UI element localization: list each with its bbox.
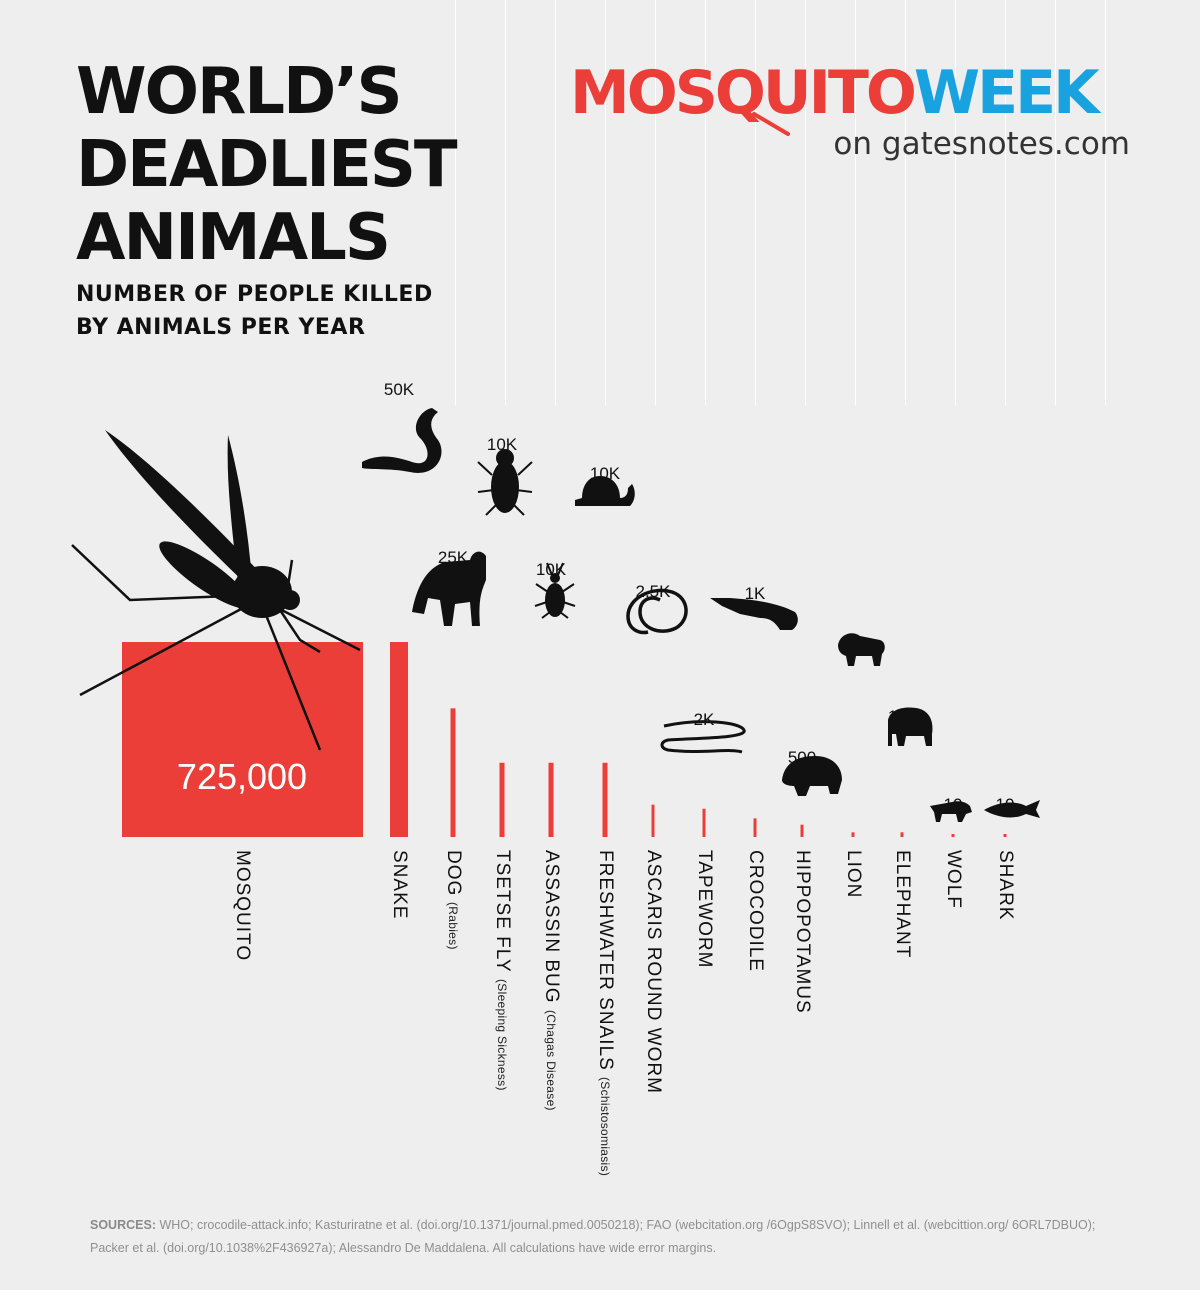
crocodile-icon (710, 598, 798, 630)
wolf-icon (930, 801, 972, 822)
dog-icon (412, 551, 486, 626)
logo-stinger-icon (752, 112, 790, 136)
logo-tagline: on gatesnotes.com (833, 126, 1130, 162)
category-label: SNAKE (388, 850, 410, 919)
category-note: (Chagas Disease) (544, 1009, 558, 1111)
category-label: ASSASSIN BUG (Chagas Disease) (540, 850, 562, 1110)
bar-mosquito (122, 642, 363, 837)
background-line (555, 0, 556, 405)
category-label: MOSQUITO (231, 850, 253, 961)
background-line (755, 0, 756, 405)
background-line (1005, 0, 1006, 405)
value-label: 10K (487, 435, 518, 454)
mosquito-icon (71, 430, 361, 751)
bar-assassin-bug (548, 762, 554, 837)
bar-dog (450, 708, 456, 837)
title-line: DEADLIEST (76, 128, 458, 202)
category-label: CROCODILE (744, 850, 766, 972)
subtitle-line: BY ANIMALS PER YEAR (76, 315, 366, 340)
title-line: WORLD’S (76, 55, 403, 129)
background-line (955, 0, 956, 405)
category-label: ELEPHANT (891, 850, 913, 958)
bar-snail (602, 762, 608, 837)
snake-icon (362, 408, 442, 473)
category-name: SHARK (995, 850, 1016, 921)
category-label: HIPPOPOTAMUS (791, 850, 813, 1014)
category-name: ELEPHANT (892, 850, 913, 959)
logo-part-week: WEEK (913, 58, 1100, 128)
category-label: SHARK (994, 850, 1016, 920)
category-label: TAPEWORM (693, 850, 715, 968)
tsetse-fly-icon (477, 449, 533, 516)
category-name: MOSQUITO (232, 850, 253, 962)
lion-icon (838, 633, 885, 666)
category-name: ASCARIS ROUND WORM (643, 850, 664, 1094)
background-line (1105, 0, 1106, 405)
deadliest-animals-chart: 725,00050K25K10K10K10K2.5K2K1K5001001001… (71, 380, 1040, 837)
category-name: LION (843, 850, 864, 899)
category-note: (Sleeping Sickness) (495, 978, 509, 1091)
category-note: (Rabies) (446, 902, 460, 951)
category-label: WOLF (942, 850, 964, 909)
bar-lion (851, 832, 855, 837)
assassin-bug-icon (534, 562, 576, 619)
bar-hippopotamus (800, 824, 804, 837)
sources-label: SOURCES: (90, 1218, 156, 1232)
value-label: 2K (694, 710, 715, 729)
category-name: CROCODILE (745, 850, 766, 972)
page-subtitle: NUMBER OF PEOPLE KILLED BY ANIMALS PER Y… (76, 278, 433, 344)
category-name: TSETSE FLY (492, 850, 513, 973)
category-name: FRESHWATER SNAILS (595, 850, 616, 1071)
category-name: HIPPOPOTAMUS (792, 850, 813, 1014)
bar-tapeworm (702, 808, 706, 837)
roundworm-icon (626, 588, 688, 635)
tapeworm-icon (660, 720, 746, 754)
page-title: WORLD’S DEADLIEST ANIMALS (76, 55, 458, 275)
category-name: WOLF (943, 850, 964, 909)
value-label: 725,000 (177, 756, 307, 797)
bar-shark (1003, 834, 1007, 837)
shark-icon (984, 800, 1040, 818)
background-line (705, 0, 706, 405)
bar-roundworm (651, 804, 655, 837)
category-label: TSETSE FLY (Sleeping Sickness) (491, 850, 513, 1090)
bar-elephant (900, 832, 904, 837)
bar-tsetse-fly (499, 762, 505, 837)
background-line (605, 0, 606, 405)
snail-icon (575, 476, 635, 506)
background-line (1055, 0, 1056, 405)
category-name: ASSASSIN BUG (541, 850, 562, 1004)
sources-note: SOURCES: WHO; crocodile-attack.info; Kas… (90, 1214, 1130, 1260)
category-label: DOG (Rabies) (442, 850, 464, 950)
background-line (805, 0, 806, 405)
category-label: LION (842, 850, 864, 898)
bar-crocodile (753, 818, 757, 837)
bar-wolf (951, 834, 955, 837)
hippopotamus-icon (782, 756, 842, 796)
category-name: TAPEWORM (694, 850, 715, 969)
title-line: ANIMALS (76, 201, 391, 275)
value-label: 1K (745, 584, 766, 603)
background-line (905, 0, 906, 405)
category-name: SNAKE (389, 850, 410, 920)
background-line (505, 0, 506, 405)
mosquito-week-logo: MOSQUITOWEEK (570, 58, 1100, 128)
value-label: 50K (384, 380, 415, 399)
category-label: FRESHWATER SNAILS (Schistosomiasis) (594, 850, 616, 1176)
elephant-icon (888, 707, 933, 746)
sources-text: WHO; crocodile-attack.info; Kasturiratne… (90, 1218, 1096, 1255)
category-name: DOG (443, 850, 464, 897)
background-line (655, 0, 656, 405)
category-label: ASCARIS ROUND WORM (642, 850, 664, 1094)
category-note: (Schistosomiasis) (598, 1076, 612, 1176)
bar-snake (390, 642, 408, 837)
background-line (455, 0, 456, 405)
subtitle-line: NUMBER OF PEOPLE KILLED (76, 282, 433, 307)
logo-part-mosquito: MOSQUITO (570, 58, 917, 128)
background-line (855, 0, 856, 405)
